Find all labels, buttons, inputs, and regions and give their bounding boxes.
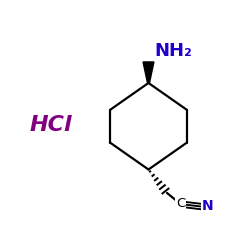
Text: N: N (201, 199, 213, 213)
Text: NH₂: NH₂ (155, 42, 192, 60)
Text: HCl: HCl (30, 115, 72, 135)
Polygon shape (143, 62, 154, 83)
Text: C: C (176, 196, 185, 209)
